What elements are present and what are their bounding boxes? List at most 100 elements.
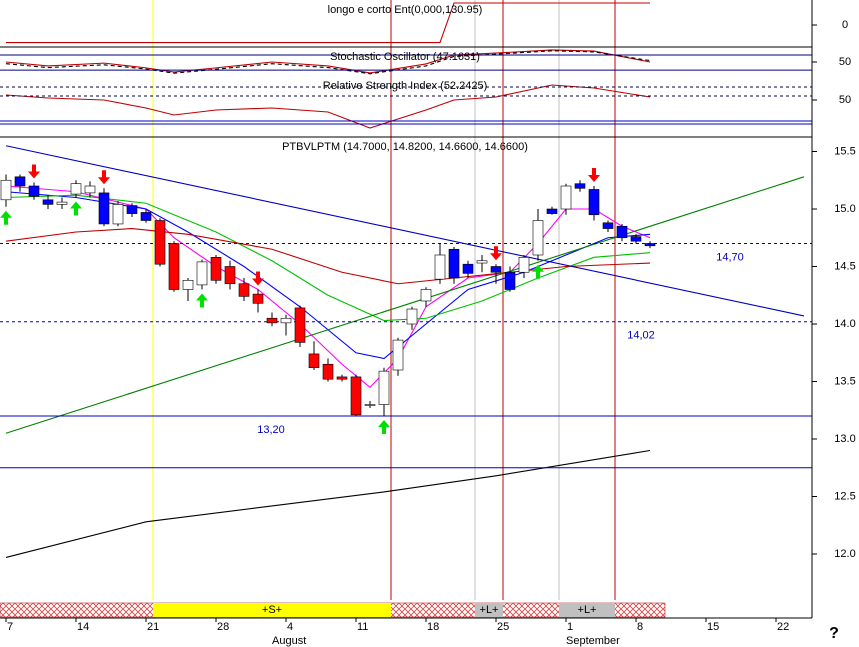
candle-body [154, 220, 166, 265]
panel-title: PTBVLPTM (14.7000, 14.8200, 14.6600, 14.… [282, 141, 528, 153]
month-label: September [566, 635, 620, 647]
zone [559, 603, 615, 617]
level-label: 14,70 [716, 251, 744, 263]
candle-body [224, 266, 236, 285]
indicator-line [5, 145, 805, 317]
panel-title: longo e corto Ent(0,000,130.95) [328, 4, 483, 16]
x-tick-label: 1 [567, 621, 573, 633]
signal-arrow [252, 271, 264, 286]
zone-label: +L+ [480, 604, 499, 616]
indicator-line [5, 49, 651, 74]
signal-arrow [98, 170, 110, 185]
candle-body [630, 236, 642, 242]
x-tick-label: 22 [777, 621, 789, 633]
candle-body [28, 185, 40, 197]
candle-body [490, 266, 502, 273]
x-tick-label: 28 [217, 621, 229, 633]
candle-body [350, 376, 362, 416]
signal-arrow [378, 420, 390, 434]
candle-body [0, 179, 12, 201]
zone [153, 603, 391, 617]
candle-body [308, 353, 320, 368]
signal-arrow [0, 210, 12, 225]
x-tick-label: 15 [707, 621, 719, 633]
y-tick-label: 0 [842, 19, 848, 31]
candle-body [602, 222, 614, 229]
candle-body [168, 243, 180, 290]
y-tick-label: 12.5 [834, 490, 855, 502]
zone [475, 603, 503, 617]
indicator-line [5, 191, 651, 360]
indicator-line [5, 84, 651, 129]
candle-body [252, 293, 264, 304]
candle-body [294, 307, 306, 343]
candle-body [504, 271, 516, 290]
zone-label: +L+ [578, 604, 597, 616]
candle-body [574, 183, 586, 189]
candle-body [280, 317, 292, 324]
candle-body [476, 260, 488, 264]
candle-body [588, 189, 600, 216]
indicator-line [5, 194, 651, 322]
candle-body [462, 263, 474, 274]
candle-body [448, 248, 460, 279]
level-label: 13,20 [257, 424, 285, 436]
candle-body [56, 201, 68, 205]
signal-arrow [70, 201, 82, 216]
candle-body [364, 404, 376, 406]
candle-body [560, 185, 572, 210]
candle-body [434, 254, 446, 280]
help-label[interactable]: ? [829, 625, 839, 642]
signal-arrow [490, 246, 502, 261]
candle-body [196, 261, 208, 286]
candle-body [84, 185, 96, 194]
candle-body [238, 283, 250, 297]
plot-background [152, 0, 616, 600]
y-tick-label: 13.0 [834, 433, 855, 445]
x-tick-label: 7 [7, 621, 13, 633]
x-tick-label: 14 [77, 621, 89, 633]
candle-body [126, 205, 138, 214]
candle-body [420, 289, 432, 302]
x-tick-label: 4 [287, 621, 293, 633]
candle-body [140, 212, 152, 221]
indicator-line [5, 176, 805, 434]
panel-title: Stochastic Oscillator (47.1631) [330, 51, 480, 63]
candle-body [546, 208, 558, 214]
x-tick-label: 21 [147, 621, 159, 633]
indicator-line [6, 2, 650, 44]
x-tick-label: 8 [637, 621, 643, 633]
candle-body [42, 199, 54, 205]
y-tick-label: 12.0 [834, 548, 855, 560]
candle-body [112, 204, 124, 225]
candle-body [378, 370, 390, 405]
level-label: 14,02 [627, 330, 655, 342]
signal-arrow [28, 164, 40, 179]
candle-body [322, 363, 334, 380]
y-tick-label: 15.0 [834, 203, 855, 215]
candle-body [182, 279, 194, 290]
indicator-line [5, 50, 651, 75]
panel-title: Relative Strength Index (52.2425) [323, 80, 488, 92]
candle-body [210, 256, 222, 281]
candle-body [98, 192, 110, 225]
x-tick-label: 18 [427, 621, 439, 633]
y-tick-label: 14.0 [834, 318, 855, 330]
candle-body [70, 183, 82, 195]
candle-body [616, 225, 628, 239]
candle-body [518, 256, 530, 273]
y-tick-label: 13.5 [834, 375, 855, 387]
candle-body [336, 376, 348, 380]
zone-label: +S+ [262, 604, 282, 616]
candle-body [644, 243, 656, 247]
candle-body [532, 220, 544, 256]
candle-body [392, 339, 404, 371]
y-tick-label: 15.5 [834, 145, 855, 157]
candle-body [14, 176, 26, 187]
signal-arrow [196, 293, 208, 308]
signal-arrow [532, 264, 544, 279]
y-tick-label: 50 [839, 56, 851, 68]
